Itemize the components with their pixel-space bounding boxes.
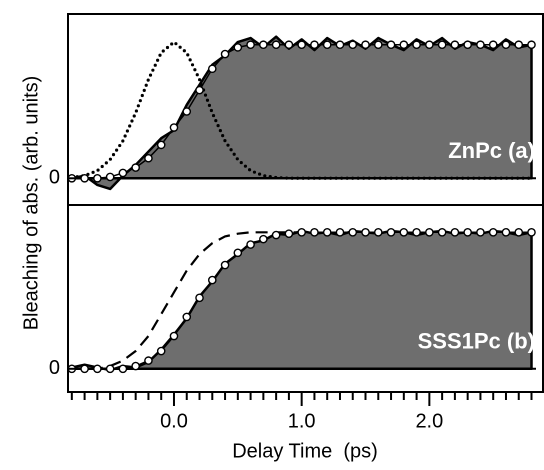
fit-point (131, 163, 140, 172)
fit-point (144, 356, 153, 365)
fit-point (527, 40, 536, 50)
fit-point (93, 364, 102, 374)
fit-point (271, 230, 281, 240)
fit-point (476, 40, 485, 50)
x-axis-label: Delay Time (ps) (232, 440, 378, 462)
fit-point (488, 40, 498, 50)
fit-point (361, 227, 370, 237)
fit-point (271, 40, 281, 50)
fit-point (501, 40, 511, 50)
fit-point (527, 227, 536, 237)
plot-frame (67, 204, 544, 393)
fit-point (501, 227, 511, 237)
fit-point (246, 40, 255, 50)
fit-point (297, 227, 306, 237)
fit-point (412, 40, 421, 50)
fit-point (373, 40, 383, 50)
fit-point (297, 40, 306, 50)
fit-point (476, 227, 485, 237)
fit-point (284, 229, 294, 238)
fit-point (259, 234, 268, 244)
fit-point (450, 227, 460, 237)
fit-point (514, 40, 524, 50)
fit-point (118, 168, 128, 178)
fit-point (310, 227, 319, 237)
y-axis-label: Bleaching of abs. (arb. units) (20, 76, 42, 331)
fit-point (195, 85, 204, 95)
fit-point (169, 331, 179, 341)
fit-point (437, 227, 447, 237)
fit-point (437, 40, 447, 50)
fit-point (220, 260, 230, 270)
fit-point (399, 227, 409, 237)
fit-point (93, 173, 102, 183)
fit-point (144, 153, 153, 163)
fit-point (386, 227, 396, 237)
fit-point (361, 40, 370, 50)
fit-point (233, 248, 243, 258)
fit-point (284, 40, 294, 50)
fit-point (207, 64, 217, 74)
fit-point (386, 40, 396, 50)
dotted-line (70, 39, 534, 180)
fit-point (450, 40, 460, 50)
fit-point (335, 40, 345, 50)
fit-point (514, 227, 524, 237)
fit-point (335, 227, 345, 237)
panel-label: SSS1Pc (b) (418, 329, 535, 354)
fit-point (131, 361, 140, 371)
x-tick-label: 1.0 (288, 410, 316, 432)
fit-point (156, 346, 166, 356)
fit-point (412, 227, 421, 237)
panel-label: ZnPc (a) (448, 138, 535, 163)
plot-area (68, 35, 543, 191)
fit-point (80, 173, 89, 183)
fit-point (220, 49, 230, 59)
fit-point (105, 172, 115, 182)
fit-point (348, 40, 358, 50)
y-tick-label: 0 (49, 357, 60, 379)
fit-point (488, 227, 498, 237)
x-tick-label: 0.0 (160, 410, 188, 432)
fit-point (118, 364, 128, 374)
fit-point (259, 40, 268, 50)
fit-point (182, 107, 192, 116)
fit-point (425, 40, 434, 50)
fit-point (425, 227, 434, 237)
x-tick-label: 2.0 (415, 410, 443, 432)
fit-point (310, 40, 319, 50)
fit-point (169, 123, 179, 132)
fit-point (463, 40, 472, 50)
fit-point (182, 312, 192, 322)
fit-point (348, 227, 358, 237)
fit-point (207, 275, 217, 285)
y-tick-label: 0 (49, 167, 60, 189)
fit-point (233, 43, 243, 52)
fit-point (105, 364, 115, 374)
fit-point (322, 40, 332, 50)
fit-point (156, 140, 166, 150)
fit-point (246, 240, 255, 249)
fit-point (322, 227, 332, 237)
fit-point (373, 227, 383, 237)
fit-point (463, 227, 472, 237)
fit-point (80, 364, 89, 374)
area (70, 35, 533, 191)
fit-point (399, 40, 409, 50)
fit-point (195, 293, 204, 303)
